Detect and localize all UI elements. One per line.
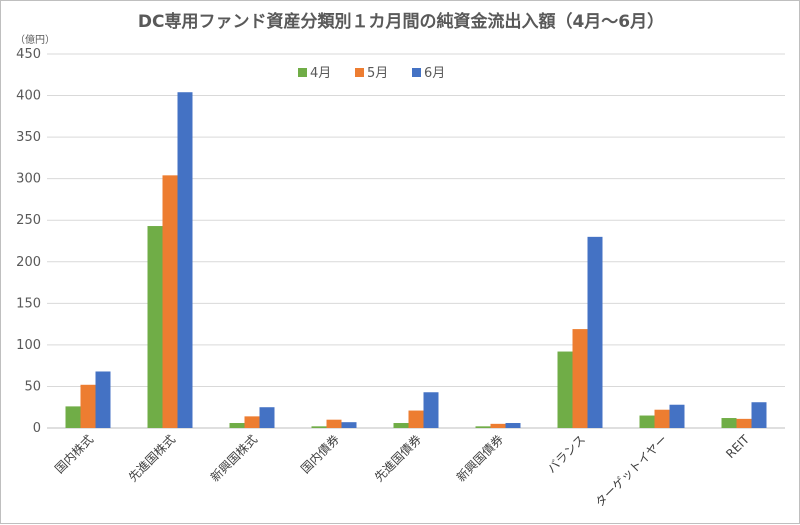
y-tick-label: 50 (24, 379, 41, 394)
bar (423, 392, 439, 428)
x-tick-label: ターゲットイヤー (593, 432, 671, 510)
bars (65, 92, 767, 428)
y-tick-label: 200 (16, 255, 41, 270)
bar (572, 329, 588, 428)
bar (393, 423, 409, 428)
bar (736, 418, 752, 428)
y-tick-label: 350 (16, 130, 41, 145)
legend-swatch (412, 68, 421, 77)
legend-swatch (355, 68, 364, 77)
y-tick-label: 300 (16, 172, 41, 187)
legend-swatch (298, 68, 307, 77)
bar (80, 384, 96, 428)
legend-label: 5月 (367, 66, 388, 81)
x-tick-label: 新興国株式 (207, 432, 260, 485)
y-tick-label: 250 (16, 213, 41, 228)
bar (326, 419, 342, 428)
x-tick-label: バランス (544, 432, 588, 476)
y-tick-label: 100 (16, 338, 41, 353)
bar (751, 402, 767, 428)
legend-label: 4月 (310, 66, 331, 81)
bar (408, 410, 424, 428)
bar (229, 423, 245, 428)
legend-label: 6月 (424, 66, 445, 81)
x-tick-label: 先進国株式 (125, 432, 178, 485)
bar (475, 426, 491, 428)
bar (162, 175, 178, 428)
y-tick-label: 150 (16, 296, 41, 311)
x-tick-label: 国内株式 (52, 432, 97, 477)
y-tick-label: 0 (33, 421, 41, 436)
bar (557, 351, 573, 428)
bar (587, 236, 603, 428)
chart-title: DC専用ファンド資産分類別１カ月間の純資金流出入額（4月～6月） (138, 11, 664, 32)
bar (654, 409, 670, 428)
y-tick-label: 450 (16, 47, 41, 62)
bar (244, 416, 260, 428)
bar (147, 226, 163, 428)
bar (669, 404, 685, 428)
y-axis-unit-label: （億円） (15, 33, 55, 46)
x-tick-label: 新興国債券 (453, 432, 506, 485)
bar (490, 423, 506, 428)
x-axis-ticks: 国内株式 先進国株式 新興国株式 国内債券 先進国債券 新興国債券 バランス ターゲットイヤー… (52, 432, 753, 510)
bar (505, 423, 521, 428)
bar (259, 407, 275, 428)
y-axis-ticks: 0 50 100 150 200 250 300 350 400 450 (16, 47, 41, 436)
x-tick-label: REIT (723, 432, 752, 461)
legend: 4月 5月 6月 (298, 66, 445, 81)
bar (721, 418, 737, 428)
bar (311, 426, 327, 428)
x-tick-label: 国内債券 (298, 432, 343, 477)
bar (341, 422, 357, 428)
bar (177, 92, 193, 428)
bar (639, 415, 655, 428)
bar (95, 371, 111, 428)
x-tick-label: 先進国債券 (371, 432, 424, 485)
y-tick-label: 400 (16, 89, 41, 104)
bar (65, 406, 81, 428)
